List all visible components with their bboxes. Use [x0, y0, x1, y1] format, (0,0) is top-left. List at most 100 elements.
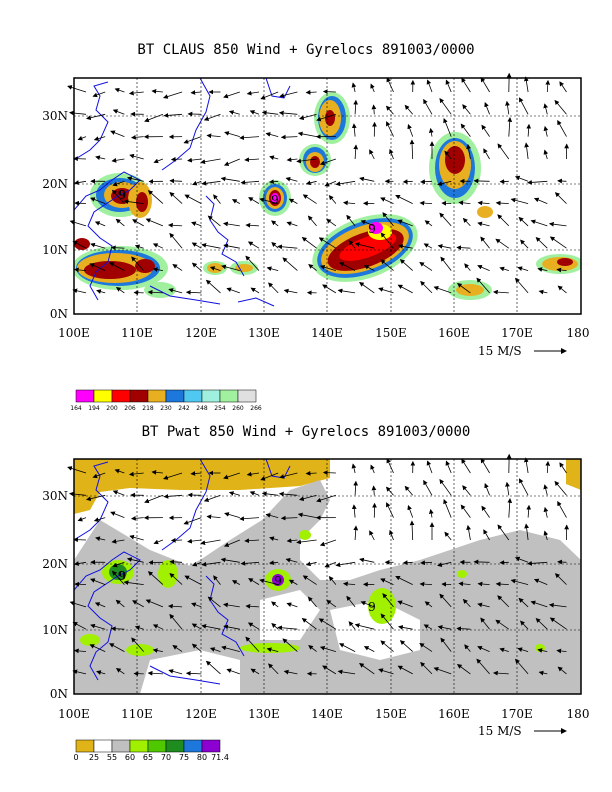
wind-arrow: [123, 580, 144, 585]
bottom-storm-marker-3: 9: [368, 600, 376, 614]
wind-arrow: [223, 472, 240, 480]
top-storm-marker-2: 9: [271, 193, 279, 207]
wind-arrow: [380, 640, 394, 652]
wind-arrow: [559, 81, 567, 93]
top-scale-label: 15 M/S: [478, 344, 522, 358]
legend-swatch: [237, 389, 257, 403]
wind-arrow: [549, 617, 567, 630]
wind-arrow: [191, 262, 202, 271]
wind-arrow: [443, 498, 452, 518]
wind-arrow: [363, 646, 375, 652]
wind-arrow: [514, 277, 529, 294]
wind-arrow: [305, 561, 317, 567]
legend-label: 60: [125, 753, 135, 762]
wind-arrow: [514, 658, 529, 675]
wind-arrow: [423, 98, 433, 115]
wind-arrow: [67, 466, 87, 474]
wind-arrow: [132, 219, 144, 227]
wind-arrow: [163, 472, 183, 480]
wind-arrow: [369, 149, 375, 160]
wind-arrow: [382, 212, 394, 227]
wind-arrow: [439, 212, 452, 227]
wind-arrow: [168, 288, 183, 294]
wind-arrow: [440, 256, 452, 271]
wind-arrow: [351, 504, 357, 518]
wind-arrow: [519, 478, 529, 496]
wind-arrow: [271, 601, 279, 608]
wind-arrow: [477, 581, 490, 587]
x-tick: 170E: [501, 707, 533, 721]
wind-arrow: [477, 602, 490, 608]
wind-arrow: [458, 200, 471, 206]
wind-arrow: [89, 263, 106, 271]
wind-arrow: [248, 578, 260, 585]
wind-arrow: [505, 481, 510, 496]
wind-arrow: [283, 288, 298, 294]
wind-arrow: [554, 99, 567, 115]
wind-arrow: [386, 458, 394, 474]
wind-arrow: [205, 279, 221, 294]
legend-label: 254: [214, 405, 226, 412]
wind-arrow: [322, 89, 336, 95]
y-tick: 20N: [42, 557, 68, 571]
legend-label: 266: [250, 405, 262, 412]
wind-arrow: [73, 648, 87, 654]
wind-arrow: [283, 669, 298, 675]
wind-arrow: [96, 670, 106, 675]
wind-arrow: [226, 287, 240, 294]
wind-arrow: [533, 578, 548, 585]
wind-arrow: [305, 180, 317, 186]
wind-arrow: [480, 236, 490, 249]
legend-swatch: [93, 739, 113, 753]
wind-arrow: [420, 280, 433, 294]
wind-arrow: [73, 180, 87, 185]
wind-arrow: [245, 636, 260, 652]
wind-arrow: [201, 561, 221, 567]
wind-arrow: [386, 77, 394, 93]
wind-arrow: [402, 179, 413, 185]
wind-arrow: [369, 530, 375, 541]
wind-arrow: [245, 603, 260, 609]
wind-arrow: [184, 194, 202, 204]
wind-arrow: [223, 158, 240, 166]
wind-arrow: [129, 534, 144, 541]
wind-arrow: [497, 214, 510, 227]
wind-arrow: [305, 470, 317, 476]
wind-arrow: [277, 625, 298, 631]
wind-arrow: [271, 622, 279, 630]
wind-arrow: [477, 200, 490, 206]
wind-arrow: [386, 121, 394, 137]
wind-arrow: [423, 479, 433, 496]
wind-arrow: [426, 460, 433, 474]
wind-arrow: [337, 288, 356, 294]
wind-arrow: [428, 508, 434, 518]
bottom-wind-vectors: [67, 453, 570, 677]
wind-arrow: [483, 529, 490, 541]
wind-arrow: [545, 79, 551, 93]
legend-label: 70: [161, 753, 171, 762]
wind-arrow: [115, 668, 125, 675]
wind-arrow: [420, 661, 433, 675]
top-color-legend: 164 194 200 206 218 230 242 248 254 260 266: [70, 389, 262, 412]
wind-arrow: [439, 97, 452, 115]
wind-arrow: [297, 131, 317, 137]
wind-arrow: [223, 243, 240, 249]
wind-arrow: [420, 179, 433, 185]
wind-arrow: [126, 176, 144, 182]
wind-arrow: [92, 91, 106, 98]
wind-arrow: [480, 617, 490, 630]
wind-arrow: [205, 660, 221, 675]
wind-arrow: [152, 624, 164, 630]
wind-arrow: [73, 561, 87, 566]
legend-label: 55: [107, 753, 117, 762]
wind-arrow: [187, 538, 202, 544]
legend-label: 65: [143, 753, 153, 762]
wind-arrow: [477, 221, 490, 227]
wind-arrow: [353, 99, 359, 115]
wind-arrow: [397, 284, 413, 294]
wind-arrow: [69, 491, 87, 497]
wind-arrow: [559, 462, 567, 474]
wind-arrow: [286, 538, 298, 544]
wind-arrow: [86, 494, 106, 502]
